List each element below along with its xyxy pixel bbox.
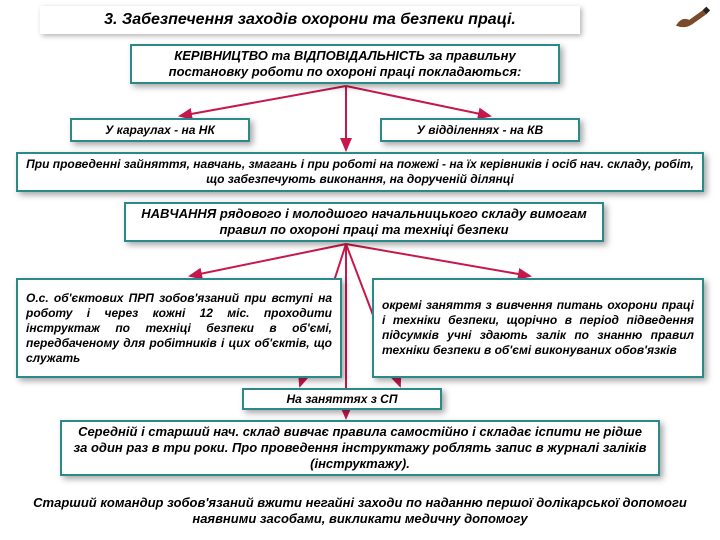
training-text: НАВЧАННЯ рядового і молодшого начальниць…	[134, 206, 594, 239]
guard-text: У караулах - на НК	[105, 123, 215, 138]
left-text: О.с. об'єктових ПРП зобов'язаний при вст…	[26, 291, 332, 366]
activities-box: При проведенні зайняття, навчань, змаган…	[16, 152, 704, 192]
midsenior-box: Середній і старший нач. склад вивчає пра…	[60, 420, 660, 476]
commander-text: Старший командир зобов'язаний вжити нега…	[22, 495, 698, 528]
dept-box: У відділеннях - на КВ	[380, 118, 580, 142]
section-title: 3. Забезпечення заходів охорони та безпе…	[40, 6, 580, 34]
midsenior-text: Середній і старший нач. склад вивчає пра…	[70, 424, 650, 473]
sp-box: На заняттях з СП	[242, 388, 442, 410]
management-text: КЕРІВНИЦТВО та ВІДПОВІДАЛЬНІСТЬ за прави…	[140, 48, 550, 81]
activities-text: При проведенні зайняття, навчань, змаган…	[26, 157, 694, 187]
right-text: окремі заняття з вивчення питань охорони…	[382, 298, 694, 358]
right-box: окремі заняття з вивчення питань охорони…	[372, 278, 704, 378]
guard-box: У караулах - на НК	[70, 118, 250, 142]
commander-box: Старший командир зобов'язаний вжити нега…	[14, 490, 706, 532]
dept-text: У відділеннях - на КВ	[417, 123, 543, 138]
training-box: НАВЧАННЯ рядового і молодшого начальниць…	[124, 202, 604, 242]
left-box: О.с. об'єктових ПРП зобов'язаний при вст…	[16, 278, 342, 378]
management-box: КЕРІВНИЦТВО та ВІДПОВІДАЛЬНІСТЬ за прави…	[130, 44, 560, 84]
sp-text: На заняттях з СП	[287, 392, 398, 407]
pen-icon	[674, 6, 712, 30]
